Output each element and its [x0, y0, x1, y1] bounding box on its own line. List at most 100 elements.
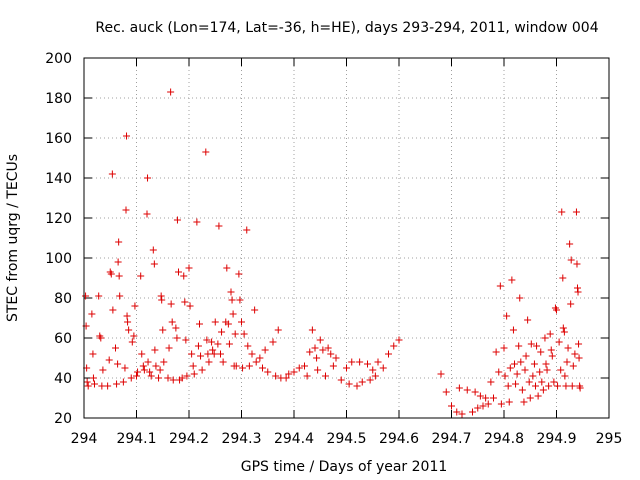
data-point: [509, 326, 517, 334]
data-point: [147, 372, 155, 380]
data-point: [89, 374, 97, 382]
data-point: [88, 310, 96, 318]
data-point: [285, 370, 293, 378]
x-tick-label: 294.3: [221, 431, 261, 447]
data-point: [395, 336, 403, 344]
data-point: [156, 366, 164, 374]
data-point: [548, 352, 556, 360]
data-point: [504, 382, 512, 390]
data-point: [311, 344, 319, 352]
data-point: [533, 342, 541, 350]
data-point: [272, 372, 280, 380]
data-point: [442, 388, 450, 396]
data-point: [95, 292, 103, 300]
data-point: [209, 346, 217, 354]
data-point: [214, 340, 222, 348]
data-point: [569, 362, 577, 370]
data-point: [119, 378, 127, 386]
x-tick-label: 294.1: [116, 431, 156, 447]
data-point: [168, 318, 176, 326]
data-point: [197, 352, 205, 360]
data-point: [575, 354, 583, 362]
data-point: [547, 346, 555, 354]
y-tick-label: 180: [45, 91, 72, 107]
data-point: [181, 298, 189, 306]
data-point: [515, 342, 523, 350]
data-point: [541, 334, 549, 342]
data-point: [476, 392, 484, 400]
data-point: [490, 394, 497, 402]
data-point: [524, 316, 532, 324]
data-point: [543, 366, 551, 374]
data-point: [495, 368, 503, 376]
y-tick-label: 140: [45, 171, 72, 187]
data-point: [546, 330, 554, 338]
data-point: [290, 368, 298, 376]
data-point: [542, 360, 550, 368]
data-point: [243, 226, 251, 234]
data-point: [358, 378, 366, 386]
data-point: [127, 374, 135, 382]
data-point: [194, 342, 202, 350]
data-point: [231, 330, 239, 338]
data-point: [455, 384, 463, 392]
data-point: [572, 208, 580, 216]
data-point: [144, 174, 152, 182]
data-point: [151, 346, 159, 354]
data-point: [374, 358, 382, 366]
data-point: [385, 350, 392, 358]
data-point: [180, 272, 188, 280]
data-point: [138, 350, 146, 358]
data-point: [516, 294, 524, 302]
data-point: [124, 318, 132, 326]
data-point: [155, 374, 163, 382]
data-point: [517, 358, 525, 366]
data-point: [562, 382, 570, 390]
data-point: [518, 386, 526, 394]
data-point: [534, 392, 542, 400]
data-point: [553, 306, 560, 314]
data-point: [115, 272, 123, 280]
data-point: [218, 328, 226, 336]
data-point: [122, 206, 130, 214]
data-point: [125, 326, 133, 334]
data-point: [479, 402, 487, 410]
data-point: [343, 364, 350, 372]
data-point: [193, 218, 201, 226]
data-point: [530, 360, 538, 368]
data-point: [332, 354, 340, 362]
data-point: [185, 264, 193, 272]
data-point: [329, 362, 337, 370]
data-point: [538, 378, 546, 386]
data-point: [238, 318, 245, 326]
data-point: [150, 260, 158, 268]
data-point: [160, 358, 168, 366]
data-point: [571, 350, 579, 358]
data-point: [322, 372, 329, 380]
data-point: [245, 362, 253, 370]
data-point: [525, 378, 533, 386]
data-point: [134, 368, 142, 376]
data-point: [463, 386, 471, 394]
y-tick-label: 120: [45, 211, 72, 227]
data-point: [248, 350, 256, 358]
data-point: [204, 350, 212, 358]
data-point: [557, 366, 565, 374]
data-point: [165, 344, 173, 352]
x-tick-label: 294.5: [326, 431, 366, 447]
data-point: [353, 382, 361, 390]
data-point: [537, 348, 545, 356]
data-point: [116, 292, 124, 300]
data-point: [511, 360, 518, 368]
data-point: [229, 310, 237, 318]
y-tick-label: 40: [54, 371, 72, 387]
data-point: [157, 292, 165, 300]
data-point: [520, 398, 528, 406]
data-point: [497, 400, 505, 408]
data-point: [301, 362, 308, 370]
data-point: [252, 358, 260, 366]
y-axis-label: STEC from uqrg / TECUs: [5, 154, 21, 322]
x-tick-label: 294: [71, 431, 98, 447]
y-tick-label: 160: [45, 131, 72, 147]
y-tick-label: 100: [45, 251, 72, 267]
